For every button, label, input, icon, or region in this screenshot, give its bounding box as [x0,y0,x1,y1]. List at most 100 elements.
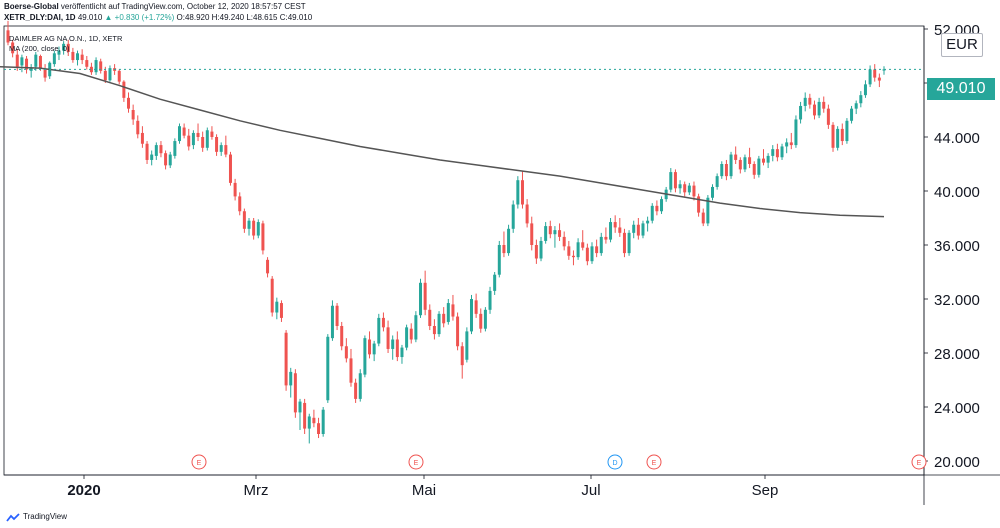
earnings-marker[interactable] [408,454,424,470]
candle-body [99,61,103,71]
candle-body [715,176,719,187]
candle [358,369,362,402]
currency-button[interactable]: EUR [941,33,983,57]
candle [511,200,515,233]
candle [168,151,172,169]
candle [76,50,80,66]
candle [836,126,840,151]
candle [187,128,191,151]
candle-body [423,282,427,310]
candle [275,297,279,320]
candle [279,300,283,322]
candle-body [446,303,450,322]
candle [43,64,47,82]
candle [877,73,881,88]
candle [757,155,761,178]
candle-body [488,290,492,310]
candle-body [405,327,409,348]
earnings-marker[interactable] [911,454,927,470]
candle [20,54,24,73]
candle-body [400,347,404,358]
candle [669,168,673,193]
dividend-marker[interactable] [607,454,623,470]
tradingview-footer[interactable]: TradingView [6,511,67,523]
earnings-marker[interactable] [646,454,662,470]
candle [215,134,219,156]
candle [150,150,154,166]
candle-body [275,301,279,313]
y-tick-label: 24.000 [934,400,980,417]
candle-body [789,142,793,146]
y-tick-label: 28.000 [934,346,980,363]
candle [785,138,789,154]
candle-body [646,220,650,224]
candle [692,181,696,201]
candle-body [808,97,812,105]
candle [242,208,246,233]
candle-body [822,101,826,109]
earnings-marker[interactable] [191,454,207,470]
candle-body [785,142,789,147]
candle-body [571,255,575,258]
candle [400,344,404,364]
candle [414,311,418,343]
candle [562,231,566,251]
candle [794,115,798,148]
candle-body [140,132,144,144]
candle-body [381,317,385,328]
candle [368,331,372,359]
candle-body [270,278,274,313]
candle [117,69,121,85]
candle-body [205,130,209,148]
candle-body [293,373,297,413]
price-chart[interactable]: 20.000 24.000 28.000 32.000 36.000 40.000 44.0… [0,0,1000,510]
candle-body [312,417,316,424]
candle [525,199,529,228]
candle-body [52,53,56,65]
candle [11,39,15,58]
candle-body [882,69,886,71]
candle-body [511,204,515,229]
candle-body [701,212,705,224]
candle-body [836,128,840,148]
candle-body [775,149,779,158]
candle [191,130,195,150]
x-tick-label: Sep [752,482,779,499]
candle [507,224,511,256]
candle-body [261,223,265,251]
candle [553,226,557,248]
candle-body [711,186,715,198]
candle-body [66,43,70,52]
y-tick-label: 44.000 [934,130,980,147]
indicator-legend[interactable]: MA (200, close, 0) [9,44,70,53]
candle [678,180,682,194]
candle-body [507,228,511,254]
candle [247,218,251,236]
candle-body [242,211,246,229]
candle [761,149,765,166]
candle [660,196,664,214]
candle-body [191,132,195,146]
candle-body [525,204,529,224]
candle [307,413,311,444]
candle-body [266,259,270,274]
candle-body [377,317,381,344]
candle [238,192,242,216]
candle [613,215,617,233]
candle [326,334,330,403]
candle-body [29,68,33,71]
candle [483,307,487,332]
candle [493,272,497,295]
candle-body [757,158,761,175]
candle-body [6,30,10,43]
candle-body [613,222,617,228]
candle-body [474,300,478,314]
candle-body [228,154,232,183]
candle [479,308,483,333]
candle [673,169,677,193]
candle-body [590,246,594,262]
candle [298,398,302,430]
candle-body [868,69,872,85]
candle [66,39,70,56]
candle [609,218,613,243]
